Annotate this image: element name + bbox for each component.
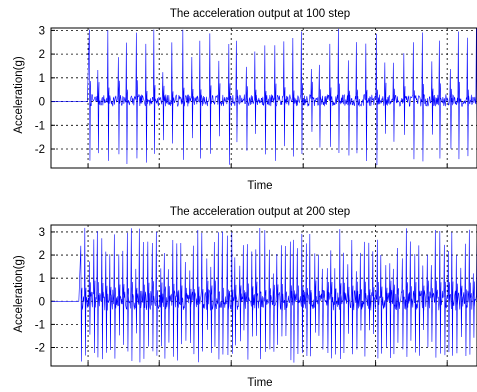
y-axis-label: Acceleration(g) — [13, 56, 25, 134]
plot-frame — [50, 27, 477, 169]
x-axis-label: Time — [247, 180, 272, 192]
series-line — [51, 227, 477, 363]
chart-title: The acceleration output at 200 step — [170, 206, 350, 218]
y-tick-labels: 3 2 1 0 -1 -2 — [35, 227, 45, 355]
y-tick-label: 0 — [39, 296, 45, 308]
series-line — [51, 28, 477, 166]
y-tick-label: 0 — [39, 97, 45, 109]
plot-frame — [50, 224, 477, 367]
y-tick-label: 1 — [39, 73, 45, 85]
y-tick-label: 2 — [39, 250, 45, 262]
y-tick-label: 2 — [39, 49, 45, 61]
chart-title: The acceleration output at 100 step — [170, 8, 350, 20]
chart-panel-bottom: The acceleration output at 200 step Time… — [13, 206, 477, 389]
y-tick-label: 1 — [39, 273, 45, 285]
y-tick-label: -2 — [35, 144, 45, 156]
y-tick-label: -1 — [35, 120, 45, 132]
y-axis-label: Acceleration(g) — [13, 255, 25, 333]
y-tick-label: -2 — [35, 343, 45, 355]
y-tick-labels: 3 2 1 0 -1 -2 — [35, 25, 45, 156]
chart-panel-top: The acceleration output at 100 step Time… — [13, 8, 477, 192]
y-tick-label: -1 — [35, 319, 45, 331]
y-tick-label: 3 — [39, 25, 45, 37]
y-tick-label: 3 — [39, 227, 45, 239]
x-axis-label: Time — [247, 377, 272, 389]
